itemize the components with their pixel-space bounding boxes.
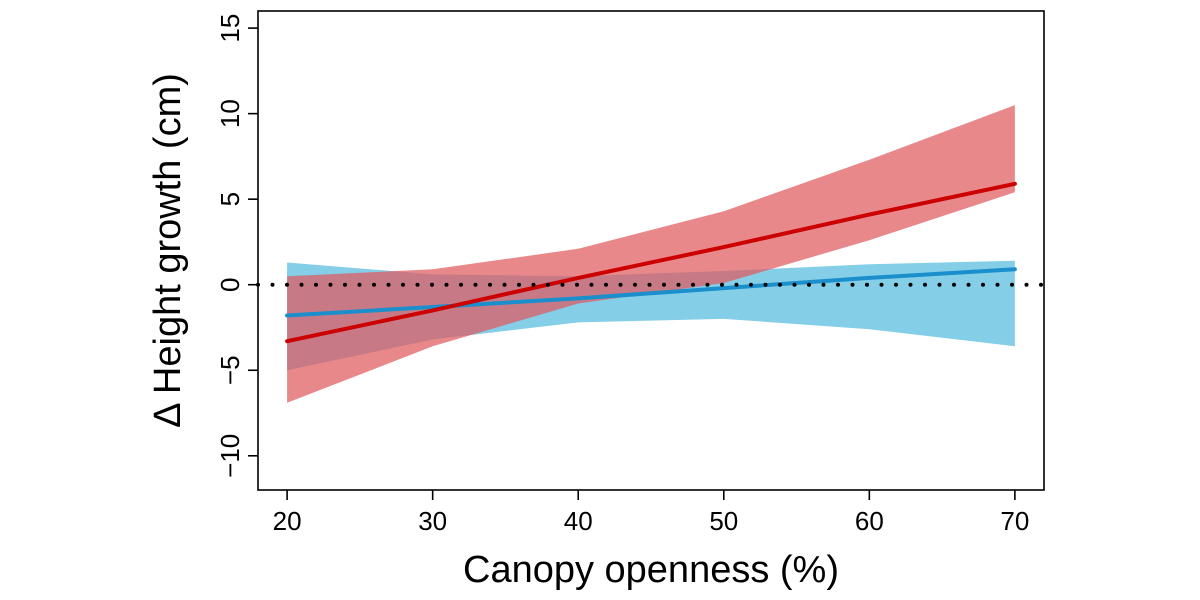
plot-frame [257,10,1045,491]
series-line-2 [285,181,1017,344]
x-tick-label-40: 40 [564,506,593,536]
x-tick-label-30: 30 [418,506,447,536]
y-axis-title: Δ Height growth (cm) [147,73,189,428]
confidence-bands [287,105,1015,403]
y-tick-label-5: 15 [215,14,245,43]
x-tick-label-50: 50 [709,506,738,536]
series-lines [285,181,1017,344]
y-tick-label-1: −5 [215,355,245,385]
confidence-band-2 [287,105,1015,403]
x-tick-label-20: 20 [273,506,302,536]
x-axis: 20 30 40 50 60 70 [273,490,1029,536]
series-line-1 [285,267,1017,318]
x-tick-label-70: 70 [1000,506,1029,536]
y-tick-label-0: −10 [215,434,245,478]
x-axis-title: Canopy openness (%) [463,549,839,591]
y-tick-label-3: 5 [215,192,245,206]
x-tick-label-60: 60 [855,506,884,536]
y-axis: −10 −5 0 5 10 15 [215,14,258,478]
y-tick-label-4: 10 [215,99,245,128]
y-tick-label-2: 0 [215,277,245,291]
